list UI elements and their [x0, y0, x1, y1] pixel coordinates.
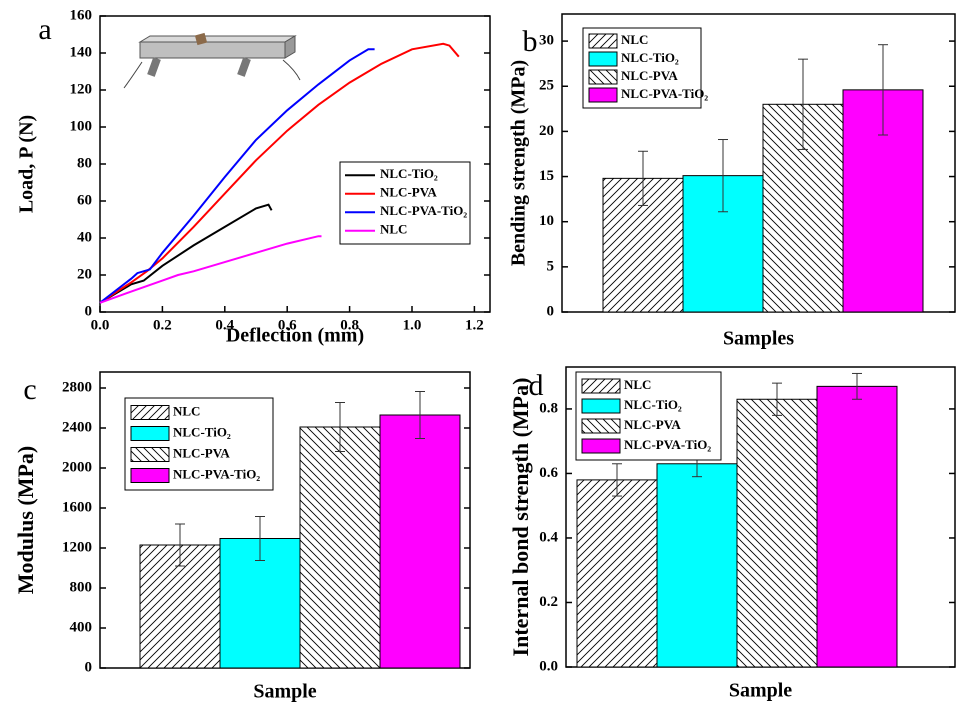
y-axis-label: Bending strength (MPa) — [508, 60, 530, 266]
legend-swatch — [130, 426, 170, 441]
panel-label: d — [529, 369, 544, 402]
y-tick-label: 100 — [70, 118, 93, 134]
legend-swatch — [588, 69, 618, 85]
y-tick-label: 0.0 — [539, 658, 558, 674]
y-tick-label: 15 — [539, 168, 554, 184]
legend-label: NLC-TiO₂ — [380, 166, 438, 181]
line-series — [99, 48, 375, 304]
legend-label: NLC-PVA-TiO₂ — [624, 437, 711, 452]
legend-swatch — [581, 438, 621, 454]
panel-label: b — [523, 25, 538, 58]
y-axis-label: Internal bond strength (MPa) — [508, 378, 533, 657]
y-tick-label: 30 — [539, 33, 554, 49]
y-tick-label: 160 — [70, 7, 93, 23]
legend-swatch — [581, 418, 621, 434]
legend-label: NLC-TiO₂ — [624, 397, 682, 412]
x-axis-label: Samples — [723, 328, 794, 350]
legend-label: NLC-PVA — [624, 417, 681, 432]
legend-label: NLC — [380, 222, 407, 237]
bar — [736, 398, 818, 668]
x-axis-label: Sample — [729, 680, 792, 702]
x-tick-label: 0.0 — [91, 317, 110, 333]
line-series — [99, 203, 273, 304]
legend-label: NLC-PVA — [621, 68, 678, 83]
y-tick-label: 0.8 — [539, 400, 558, 416]
x-axis-label: Deflection (mm) — [226, 325, 364, 347]
legend-label: NLC — [624, 377, 651, 392]
legend-swatch — [588, 87, 618, 103]
y-tick-label: 2400 — [62, 419, 92, 435]
line-series — [99, 235, 322, 304]
x-tick-label: 0.4 — [215, 317, 234, 333]
legend-label: NLC-PVA-TiO₂ — [173, 466, 260, 481]
y-tick-label: 5 — [547, 258, 555, 274]
bar — [576, 479, 658, 668]
legend-label: NLC-TiO₂ — [173, 424, 231, 439]
y-tick-label: 1200 — [62, 539, 92, 555]
y-tick-label: 20 — [539, 123, 554, 139]
y-tick-label: 0.6 — [539, 465, 558, 481]
y-tick-label: 2800 — [62, 379, 92, 395]
y-tick-label: 0 — [85, 303, 93, 319]
x-tick-label: 0.8 — [340, 317, 359, 333]
legend-swatch — [588, 51, 618, 67]
x-axis-label: Sample — [253, 681, 316, 702]
panel: 0 20 40 60 80 100 120 140 160 0.0 0.2 0.4 0.6 0.8 1.0 1… — [16, 7, 491, 347]
beam-icon — [123, 32, 301, 89]
y-tick-label: 800 — [70, 579, 93, 595]
bar — [379, 414, 461, 669]
legend-label: NLC — [621, 32, 648, 47]
panel: 0.0 0.2 0.4 0.6 0.8 Sample Internal bond stren… — [508, 366, 956, 702]
panel-label: c — [23, 373, 36, 406]
x-tick-label: 0.2 — [153, 317, 172, 333]
legend-label: NLC-PVA — [380, 185, 437, 200]
y-tick-label: 20 — [77, 266, 92, 282]
legend-swatch — [581, 378, 621, 394]
panel-label: a — [38, 13, 51, 46]
y-tick-label: 400 — [70, 619, 93, 635]
legend-swatch — [588, 33, 618, 49]
y-tick-label: 140 — [70, 44, 93, 60]
bar — [299, 426, 381, 669]
y-tick-label: 0 — [85, 659, 93, 675]
legend-swatch — [130, 405, 170, 420]
panel: 0 400 800 1200 1600 2000 2400 2800 Sample Modulus… — [13, 371, 471, 702]
y-tick-label: 80 — [77, 155, 92, 171]
y-tick-label: 0.2 — [539, 594, 558, 610]
y-tick-label: 0 — [547, 303, 555, 319]
y-tick-label: 2000 — [62, 459, 92, 475]
y-tick-label: 60 — [77, 192, 92, 208]
legend-swatch — [130, 447, 170, 462]
x-tick-label: 0.6 — [278, 317, 297, 333]
y-tick-label: 1600 — [62, 499, 92, 515]
legend-label: NLC-PVA-TiO₂ — [380, 203, 467, 218]
x-tick-label: 1.0 — [403, 317, 422, 333]
y-tick-label: 120 — [70, 81, 93, 97]
y-tick-label: 40 — [77, 229, 92, 245]
y-axis-label: Load, P (N) — [16, 115, 38, 213]
legend-swatch — [130, 468, 170, 483]
panel: 0 5 10 15 20 25 30 Samples Bending strength (MPa… — [508, 13, 956, 350]
legend-label: NLC-PVA-TiO₂ — [621, 86, 708, 101]
legend-label: NLC-TiO₂ — [621, 50, 679, 65]
legend-swatch — [581, 398, 621, 414]
y-tick-label: 10 — [539, 213, 554, 229]
legend-label: NLC-PVA — [173, 445, 230, 460]
y-tick-label: 0.4 — [539, 529, 558, 545]
x-tick-label: 1.2 — [465, 317, 484, 333]
bar — [816, 385, 898, 668]
legend-label: NLC — [173, 403, 200, 418]
y-tick-label: 25 — [539, 78, 554, 94]
bar — [656, 463, 738, 668]
y-axis-label: Modulus (MPa) — [13, 446, 38, 595]
